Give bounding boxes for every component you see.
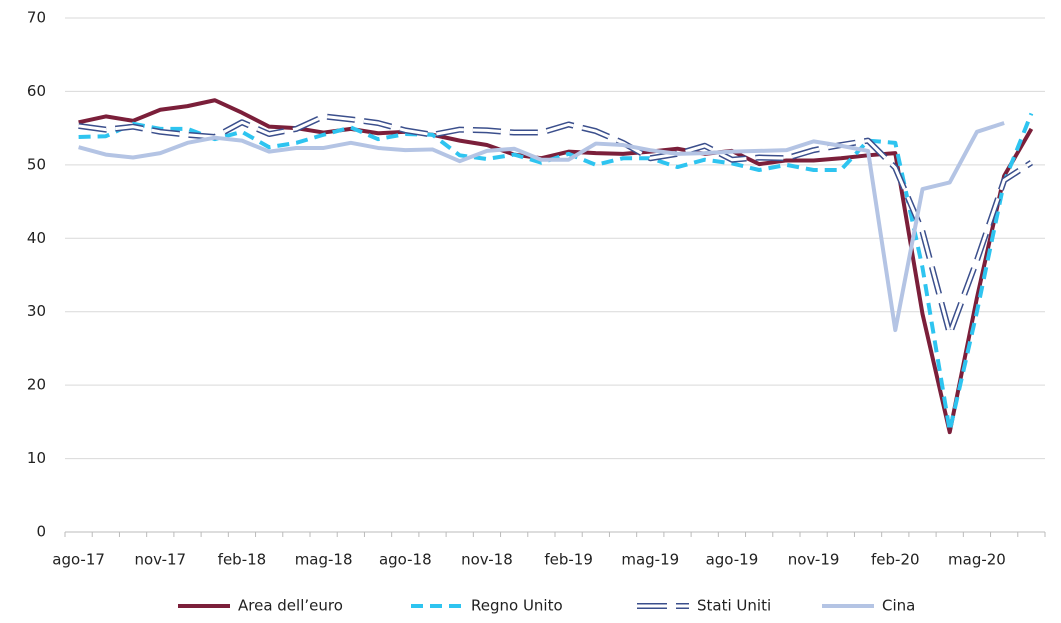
x-tick-label: ago-18 bbox=[379, 551, 432, 569]
x-tick-label: mag-18 bbox=[295, 551, 353, 569]
y-tick-label: 70 bbox=[27, 9, 46, 27]
legend-label: Regno Unito bbox=[471, 597, 563, 615]
x-tick-label: feb-20 bbox=[871, 551, 920, 569]
x-tick-label: mag-19 bbox=[621, 551, 679, 569]
y-tick-label: 20 bbox=[27, 376, 46, 394]
legend-label: Stati Uniti bbox=[697, 597, 771, 615]
series-line bbox=[78, 114, 1033, 336]
legend-label: Area dell’euro bbox=[238, 597, 343, 615]
x-tick-label: nov-18 bbox=[461, 551, 513, 569]
x-tick-label: nov-19 bbox=[788, 551, 840, 569]
y-tick-label: 10 bbox=[27, 449, 46, 467]
y-tick-label: 0 bbox=[36, 523, 46, 541]
x-tick-label: ago-19 bbox=[706, 551, 759, 569]
series-line bbox=[78, 113, 1034, 337]
y-tick-label: 60 bbox=[27, 82, 46, 100]
x-tick-label: mag-20 bbox=[948, 551, 1006, 569]
y-tick-label: 40 bbox=[27, 229, 46, 247]
y-tick-label: 50 bbox=[27, 155, 46, 173]
legend-label: Cina bbox=[882, 597, 915, 615]
y-tick-label: 30 bbox=[27, 302, 46, 320]
x-tick-label: feb-18 bbox=[218, 551, 267, 569]
x-tick-label: nov-17 bbox=[134, 551, 186, 569]
x-tick-label: feb-19 bbox=[544, 551, 593, 569]
series-line bbox=[78, 121, 1005, 333]
x-tick-label: ago-17 bbox=[52, 551, 105, 569]
series-line bbox=[78, 98, 1034, 435]
